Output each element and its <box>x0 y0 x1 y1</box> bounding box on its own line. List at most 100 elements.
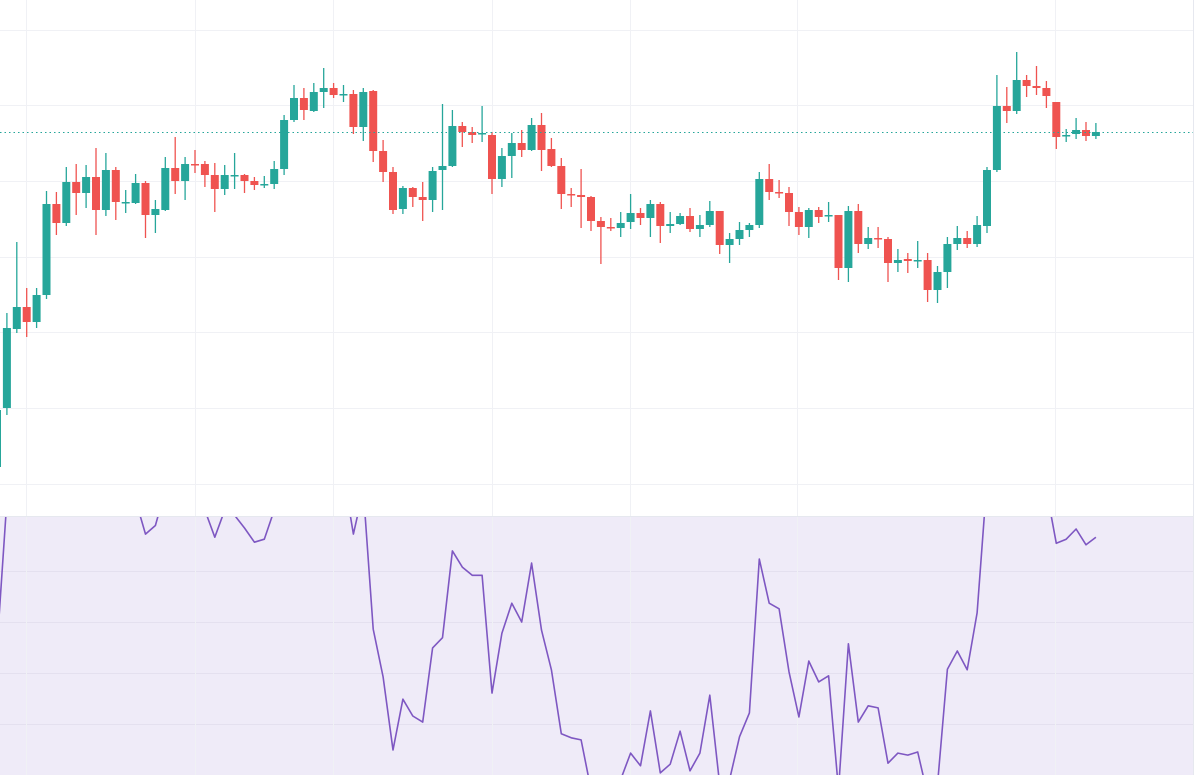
candle-down[interactable] <box>606 218 615 231</box>
candle-up[interactable] <box>973 216 982 247</box>
candle-down[interactable] <box>468 127 477 143</box>
candle-down[interactable] <box>1022 75 1031 97</box>
candle-down[interactable] <box>200 161 209 187</box>
candle-up[interactable] <box>131 174 140 204</box>
candle-up[interactable] <box>616 212 625 237</box>
candle-down[interactable] <box>884 237 892 282</box>
candle-up[interactable] <box>339 85 348 102</box>
candle-up[interactable] <box>398 186 407 214</box>
candle-down[interactable] <box>488 132 496 194</box>
candle-up[interactable] <box>270 161 279 189</box>
candle-up[interactable] <box>0 405 1 467</box>
candle-up[interactable] <box>943 237 952 288</box>
candle-up[interactable] <box>695 215 704 237</box>
candle-up[interactable] <box>428 167 437 212</box>
candle-down[interactable] <box>250 177 259 190</box>
candle-up[interactable] <box>260 176 269 188</box>
candle-down[interactable] <box>587 196 595 231</box>
candle-up[interactable] <box>32 288 41 328</box>
candle-up[interactable] <box>62 167 71 226</box>
candle-down[interactable] <box>389 167 397 214</box>
candle-down[interactable] <box>567 188 576 207</box>
candle-down[interactable] <box>111 167 120 220</box>
candle-down[interactable] <box>52 192 61 235</box>
candle-up[interactable] <box>2 313 11 415</box>
candle-up[interactable] <box>844 206 853 282</box>
candle-down[interactable] <box>923 253 932 302</box>
candle-up[interactable] <box>626 194 635 229</box>
candle-down[interactable] <box>408 187 417 207</box>
candle-up[interactable] <box>161 157 170 211</box>
candle-up[interactable] <box>507 133 516 178</box>
candle-up[interactable] <box>983 167 991 233</box>
candle-up[interactable] <box>280 115 289 175</box>
candle-up[interactable] <box>438 104 447 210</box>
candle-up[interactable] <box>12 242 21 333</box>
candle-up[interactable] <box>646 200 655 237</box>
candle-down[interactable] <box>814 207 823 223</box>
candle-down[interactable] <box>517 130 526 157</box>
candle-down[interactable] <box>577 169 586 228</box>
candle-up[interactable] <box>676 213 685 225</box>
candle-down[interactable] <box>418 182 427 221</box>
candle-down[interactable] <box>537 113 546 171</box>
candle-up[interactable] <box>497 148 506 187</box>
candle-down[interactable] <box>765 164 774 200</box>
candle-down[interactable] <box>22 288 31 337</box>
candle-up[interactable] <box>181 157 190 200</box>
candle-down[interactable] <box>547 138 556 167</box>
candle-down[interactable] <box>92 148 100 235</box>
candle-up[interactable] <box>1012 52 1021 114</box>
candle-down[interactable] <box>299 88 308 120</box>
candle-up[interactable] <box>725 233 734 263</box>
candle-up[interactable] <box>992 75 1001 172</box>
candle-down[interactable] <box>794 207 803 235</box>
candle-down[interactable] <box>963 231 972 248</box>
candle-down[interactable] <box>191 150 199 173</box>
candle-up[interactable] <box>735 222 744 245</box>
candle-up[interactable] <box>101 153 110 216</box>
candle-down[interactable] <box>686 208 694 232</box>
candle-up[interactable] <box>705 201 714 227</box>
candle-up[interactable] <box>933 266 942 303</box>
candle-down[interactable] <box>240 174 249 193</box>
candle-down[interactable] <box>903 253 912 273</box>
candle-up[interactable] <box>448 110 457 167</box>
candle-up[interactable] <box>82 165 91 208</box>
candle-down[interactable] <box>636 208 645 225</box>
candle-up[interactable] <box>824 202 833 222</box>
candle-up[interactable] <box>42 191 51 299</box>
candle-down[interactable] <box>329 83 338 98</box>
candle-down[interactable] <box>72 164 81 215</box>
candle-up[interactable] <box>527 118 536 151</box>
candle-down[interactable] <box>854 204 863 253</box>
candle-up[interactable] <box>309 83 318 112</box>
candle-up[interactable] <box>220 165 229 195</box>
candle-up[interactable] <box>1062 129 1071 142</box>
candle-down[interactable] <box>1052 102 1061 149</box>
candle-up[interactable] <box>666 212 675 233</box>
candle-up[interactable] <box>755 172 764 228</box>
candle-down[interactable] <box>715 211 724 254</box>
candle-down[interactable] <box>379 140 388 182</box>
candle-down[interactable] <box>210 163 219 212</box>
candle-up[interactable] <box>913 241 922 268</box>
candle-down[interactable] <box>834 215 843 280</box>
candle-down[interactable] <box>557 158 566 209</box>
candle-down[interactable] <box>1002 87 1011 123</box>
candle-up[interactable] <box>1091 123 1100 139</box>
candle-up[interactable] <box>319 68 328 108</box>
candle-up[interactable] <box>230 153 239 189</box>
candle-down[interactable] <box>874 227 883 248</box>
candle-down[interactable] <box>596 217 605 264</box>
candle-up[interactable] <box>359 88 368 141</box>
candle-down[interactable] <box>458 122 467 147</box>
candle-down[interactable] <box>349 90 358 134</box>
candle-down[interactable] <box>656 202 665 243</box>
candle-up[interactable] <box>893 249 902 272</box>
candle-up[interactable] <box>953 226 962 250</box>
candle-up[interactable] <box>290 85 298 122</box>
candle-up[interactable] <box>745 223 754 237</box>
candle-up[interactable] <box>804 208 813 238</box>
